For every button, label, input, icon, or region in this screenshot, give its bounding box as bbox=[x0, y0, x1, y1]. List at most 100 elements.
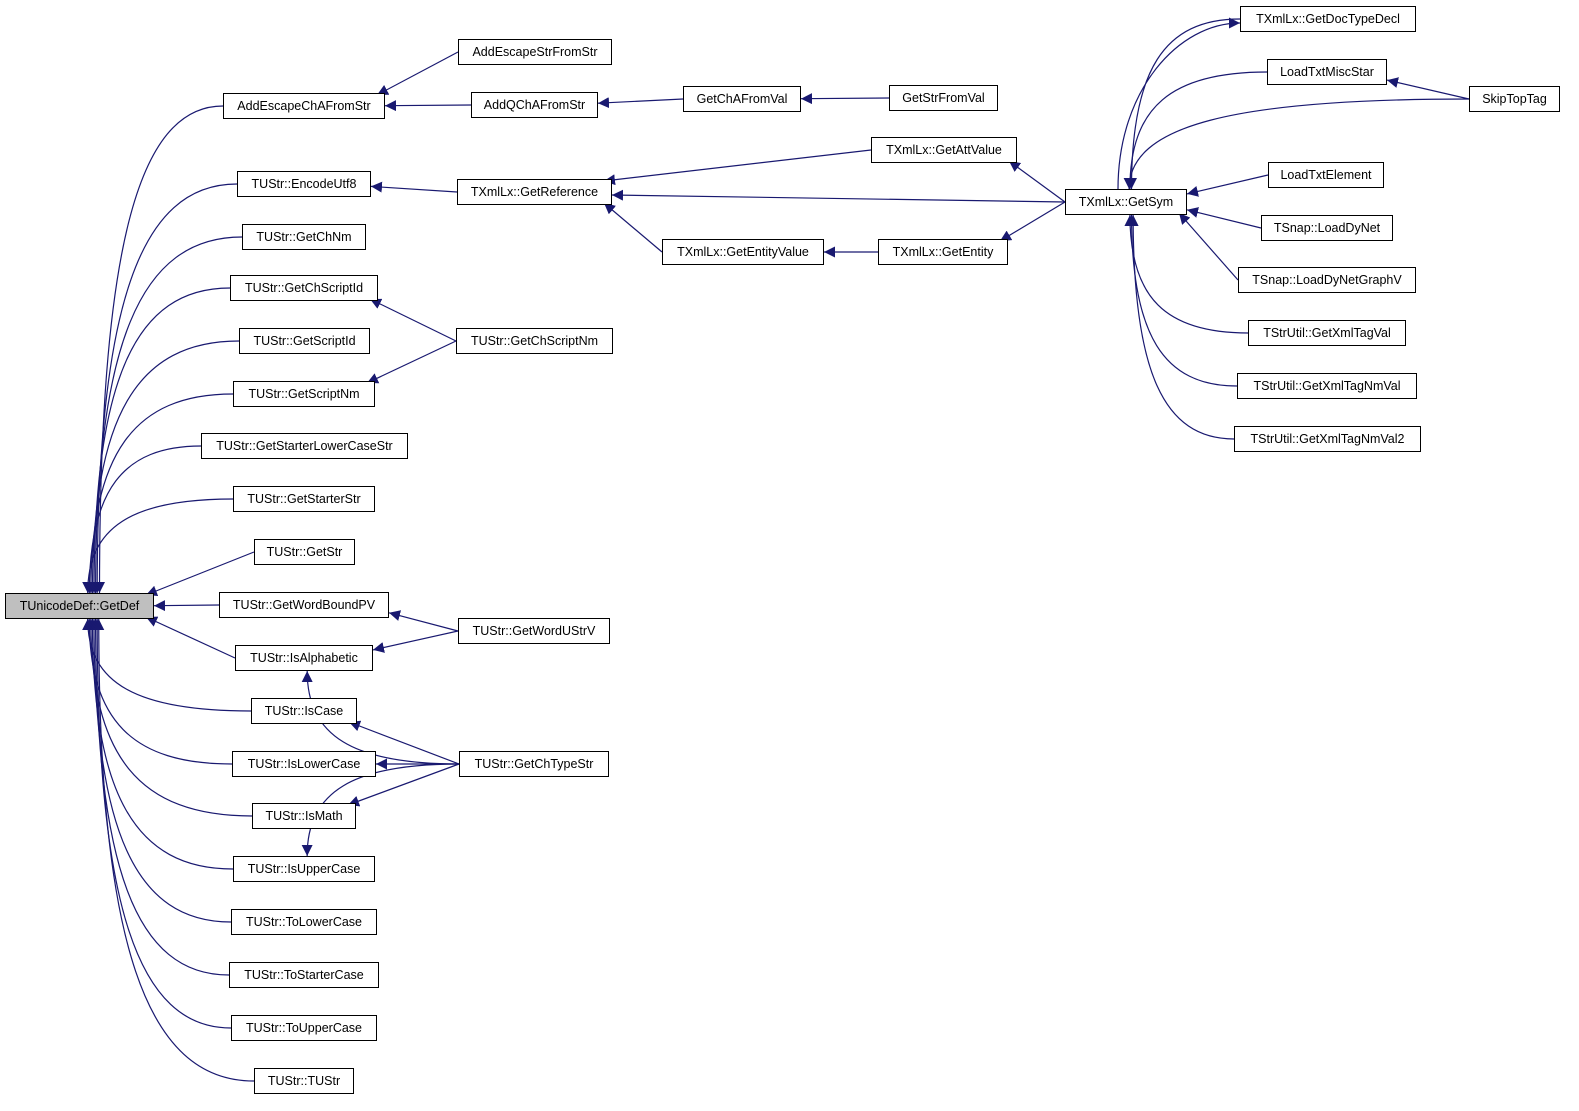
edge-get-ch-type-str-to-is-case bbox=[348, 720, 460, 765]
edge-add-qch-afrom-str-to-add-escape-ch-afrom-str bbox=[384, 100, 472, 112]
node-label: AddQChAFromStr bbox=[483, 98, 586, 112]
node-label: TUStr::TUStr bbox=[267, 1074, 341, 1088]
node-label: TXmlLx::GetDocTypeDecl bbox=[1256, 12, 1400, 26]
node-get-starter-str[interactable]: TUStr::GetStarterStr bbox=[233, 486, 375, 512]
node-label: TUStr::GetStarterLowerCaseStr bbox=[216, 439, 393, 453]
edge-get-xml-tag-val-to-get-sym bbox=[1124, 214, 1249, 334]
node-label: GetStrFromVal bbox=[902, 91, 985, 105]
node-label: TSnap::LoadDyNet bbox=[1273, 221, 1381, 235]
edge-get-xml-tag-nm-val2-to-get-sym bbox=[1127, 214, 1235, 440]
edge-get-sym-to-get-entity bbox=[999, 201, 1066, 242]
edge-get-xml-tag-nm-val-to-get-sym bbox=[1126, 214, 1238, 387]
edge-get-word-ustr-v-to-get-word-bound-pv bbox=[388, 610, 459, 632]
node-get-ch-afrom-val[interactable]: GetChAFromVal bbox=[683, 86, 801, 112]
node-get-starter-lower-case-str[interactable]: TUStr::GetStarterLowerCaseStr bbox=[201, 433, 408, 459]
node-label: TXmlLx::GetAttValue bbox=[886, 143, 1002, 157]
node-get-def[interactable]: TUnicodeDef::GetDef bbox=[5, 593, 154, 619]
node-skip-top-tag[interactable]: SkipTopTag bbox=[1469, 86, 1560, 112]
edge-to-upper-case-to-get-def bbox=[91, 618, 232, 1029]
node-get-entity-value[interactable]: TXmlLx::GetEntityValue bbox=[662, 239, 824, 265]
node-is-upper-case[interactable]: TUStr::IsUpperCase bbox=[233, 856, 375, 882]
node-get-ch-script-id[interactable]: TUStr::GetChScriptId bbox=[230, 275, 378, 301]
node-get-script-nm[interactable]: TUStr::GetScriptNm bbox=[233, 381, 375, 407]
node-get-word-bound-pv[interactable]: TUStr::GetWordBoundPV bbox=[219, 592, 389, 618]
node-label: TUStr::GetChScriptId bbox=[244, 281, 364, 295]
node-label: TStrUtil::GetXmlTagVal bbox=[1263, 326, 1391, 340]
edge-is-lower-case-to-get-def bbox=[83, 618, 233, 765]
edge-get-starter-str-to-get-def bbox=[82, 498, 234, 594]
node-label: LoadTxtMiscStar bbox=[1280, 65, 1374, 79]
node-to-starter-case[interactable]: TUStr::ToStarterCase bbox=[229, 962, 379, 988]
node-label: TUStr::IsLowerCase bbox=[247, 757, 361, 771]
node-get-doc-type-decl[interactable]: TXmlLx::GetDocTypeDecl bbox=[1240, 6, 1416, 32]
node-get-xml-tag-nm-val2[interactable]: TStrUtil::GetXmlTagNmVal2 bbox=[1234, 426, 1421, 452]
node-get-xml-tag-nm-val[interactable]: TStrUtil::GetXmlTagNmVal bbox=[1237, 373, 1417, 399]
node-label: TUStr::GetWordBoundPV bbox=[232, 598, 376, 612]
edge-get-ch-script-nm-to-get-ch-script-id bbox=[369, 298, 457, 342]
edge-to-lower-case-to-get-def bbox=[88, 618, 232, 923]
node-get-entity[interactable]: TXmlLx::GetEntity bbox=[878, 239, 1008, 265]
node-get-att-value[interactable]: TXmlLx::GetAttValue bbox=[871, 137, 1017, 163]
node-get-ch-type-str[interactable]: TUStr::GetChTypeStr bbox=[459, 751, 609, 777]
node-label: TUStr::GetStarterStr bbox=[247, 492, 361, 506]
node-label: TXmlLx::GetReference bbox=[470, 185, 599, 199]
node-to-upper-case[interactable]: TUStr::ToUpperCase bbox=[231, 1015, 377, 1041]
edge-tustr-to-get-def bbox=[93, 618, 255, 1082]
node-get-reference[interactable]: TXmlLx::GetReference bbox=[457, 179, 612, 205]
node-label: TUStr::GetStr bbox=[266, 545, 343, 559]
node-get-sym[interactable]: TXmlLx::GetSym bbox=[1065, 189, 1187, 215]
edge-get-word-bound-pv-to-get-def bbox=[153, 600, 220, 612]
node-get-xml-tag-val[interactable]: TStrUtil::GetXmlTagVal bbox=[1248, 320, 1406, 346]
node-label: TUStr::GetChTypeStr bbox=[474, 757, 594, 771]
edge-get-sym-to-get-att-value bbox=[1008, 160, 1066, 203]
edge-get-sym-to-get-reference bbox=[611, 189, 1066, 203]
edge-get-starter-lower-case-str-to-get-def bbox=[83, 445, 202, 594]
node-load-txt-misc-star[interactable]: LoadTxtMiscStar bbox=[1267, 59, 1387, 85]
node-is-math[interactable]: TUStr::IsMath bbox=[252, 803, 356, 829]
edge-load-dy-net-to-get-sym bbox=[1186, 207, 1262, 229]
node-label: TUStr::ToStarterCase bbox=[244, 968, 364, 982]
node-label: LoadTxtElement bbox=[1280, 168, 1372, 182]
edge-get-str-to-get-def bbox=[145, 551, 255, 597]
node-load-dy-net[interactable]: TSnap::LoadDyNet bbox=[1261, 215, 1393, 241]
node-get-ch-script-nm[interactable]: TUStr::GetChScriptNm bbox=[456, 328, 613, 354]
node-load-dy-net-graph-v[interactable]: TSnap::LoadDyNetGraphV bbox=[1238, 267, 1416, 293]
node-tustr[interactable]: TUStr::TUStr bbox=[254, 1068, 354, 1094]
node-label: TStrUtil::GetXmlTagNmVal2 bbox=[1250, 432, 1405, 446]
node-get-script-id[interactable]: TUStr::GetScriptId bbox=[239, 328, 370, 354]
node-get-word-ustr-v[interactable]: TUStr::GetWordUStrV bbox=[458, 618, 610, 644]
node-encode-utf8[interactable]: TUStr::EncodeUtf8 bbox=[237, 171, 371, 197]
edge-is-case-to-get-def bbox=[82, 618, 252, 712]
edge-get-ch-type-str-to-is-math bbox=[347, 763, 460, 807]
node-label: SkipTopTag bbox=[1482, 92, 1547, 106]
node-is-alphabetic[interactable]: TUStr::IsAlphabetic bbox=[235, 645, 373, 671]
node-label: TUStr::GetChNm bbox=[256, 230, 352, 244]
node-label: AddEscapeChAFromStr bbox=[237, 99, 371, 113]
node-label: TUnicodeDef::GetDef bbox=[19, 599, 140, 613]
node-is-case[interactable]: TUStr::IsCase bbox=[251, 698, 357, 724]
edge-get-ch-afrom-val-to-add-qch-afrom-str bbox=[597, 97, 684, 109]
edge-load-txt-misc-star-to-get-sym bbox=[1124, 71, 1268, 190]
edge-add-escape-ch-afrom-str-to-get-def bbox=[94, 105, 224, 594]
edge-encode-utf8-to-get-def bbox=[91, 183, 238, 594]
node-is-lower-case[interactable]: TUStr::IsLowerCase bbox=[232, 751, 376, 777]
edge-load-dy-net-graph-v-to-get-sym bbox=[1178, 212, 1239, 281]
node-add-escape-str-from-str[interactable]: AddEscapeStrFromStr bbox=[458, 39, 612, 65]
node-add-escape-ch-afrom-str[interactable]: AddEscapeChAFromStr bbox=[223, 93, 385, 119]
edge-get-ch-type-str-to-is-upper-case bbox=[301, 763, 460, 857]
edge-skip-top-tag-to-get-sym bbox=[1123, 98, 1470, 190]
edge-get-entity-value-to-get-reference bbox=[603, 202, 663, 253]
edge-add-escape-str-from-str-to-add-escape-ch-afrom-str bbox=[376, 51, 459, 96]
edge-get-reference-to-encode-utf8 bbox=[370, 181, 458, 193]
edge-get-script-id-to-get-def bbox=[86, 340, 240, 594]
node-label: TUStr::GetWordUStrV bbox=[472, 624, 596, 638]
node-get-ch-nm[interactable]: TUStr::GetChNm bbox=[242, 224, 366, 250]
node-to-lower-case[interactable]: TUStr::ToLowerCase bbox=[231, 909, 377, 935]
node-load-txt-element[interactable]: LoadTxtElement bbox=[1268, 162, 1384, 188]
node-get-str[interactable]: TUStr::GetStr bbox=[254, 539, 355, 565]
node-add-qch-afrom-str[interactable]: AddQChAFromStr bbox=[471, 92, 598, 118]
node-get-str-from-val[interactable]: GetStrFromVal bbox=[889, 85, 998, 111]
node-label: TXmlLx::GetSym bbox=[1078, 195, 1174, 209]
